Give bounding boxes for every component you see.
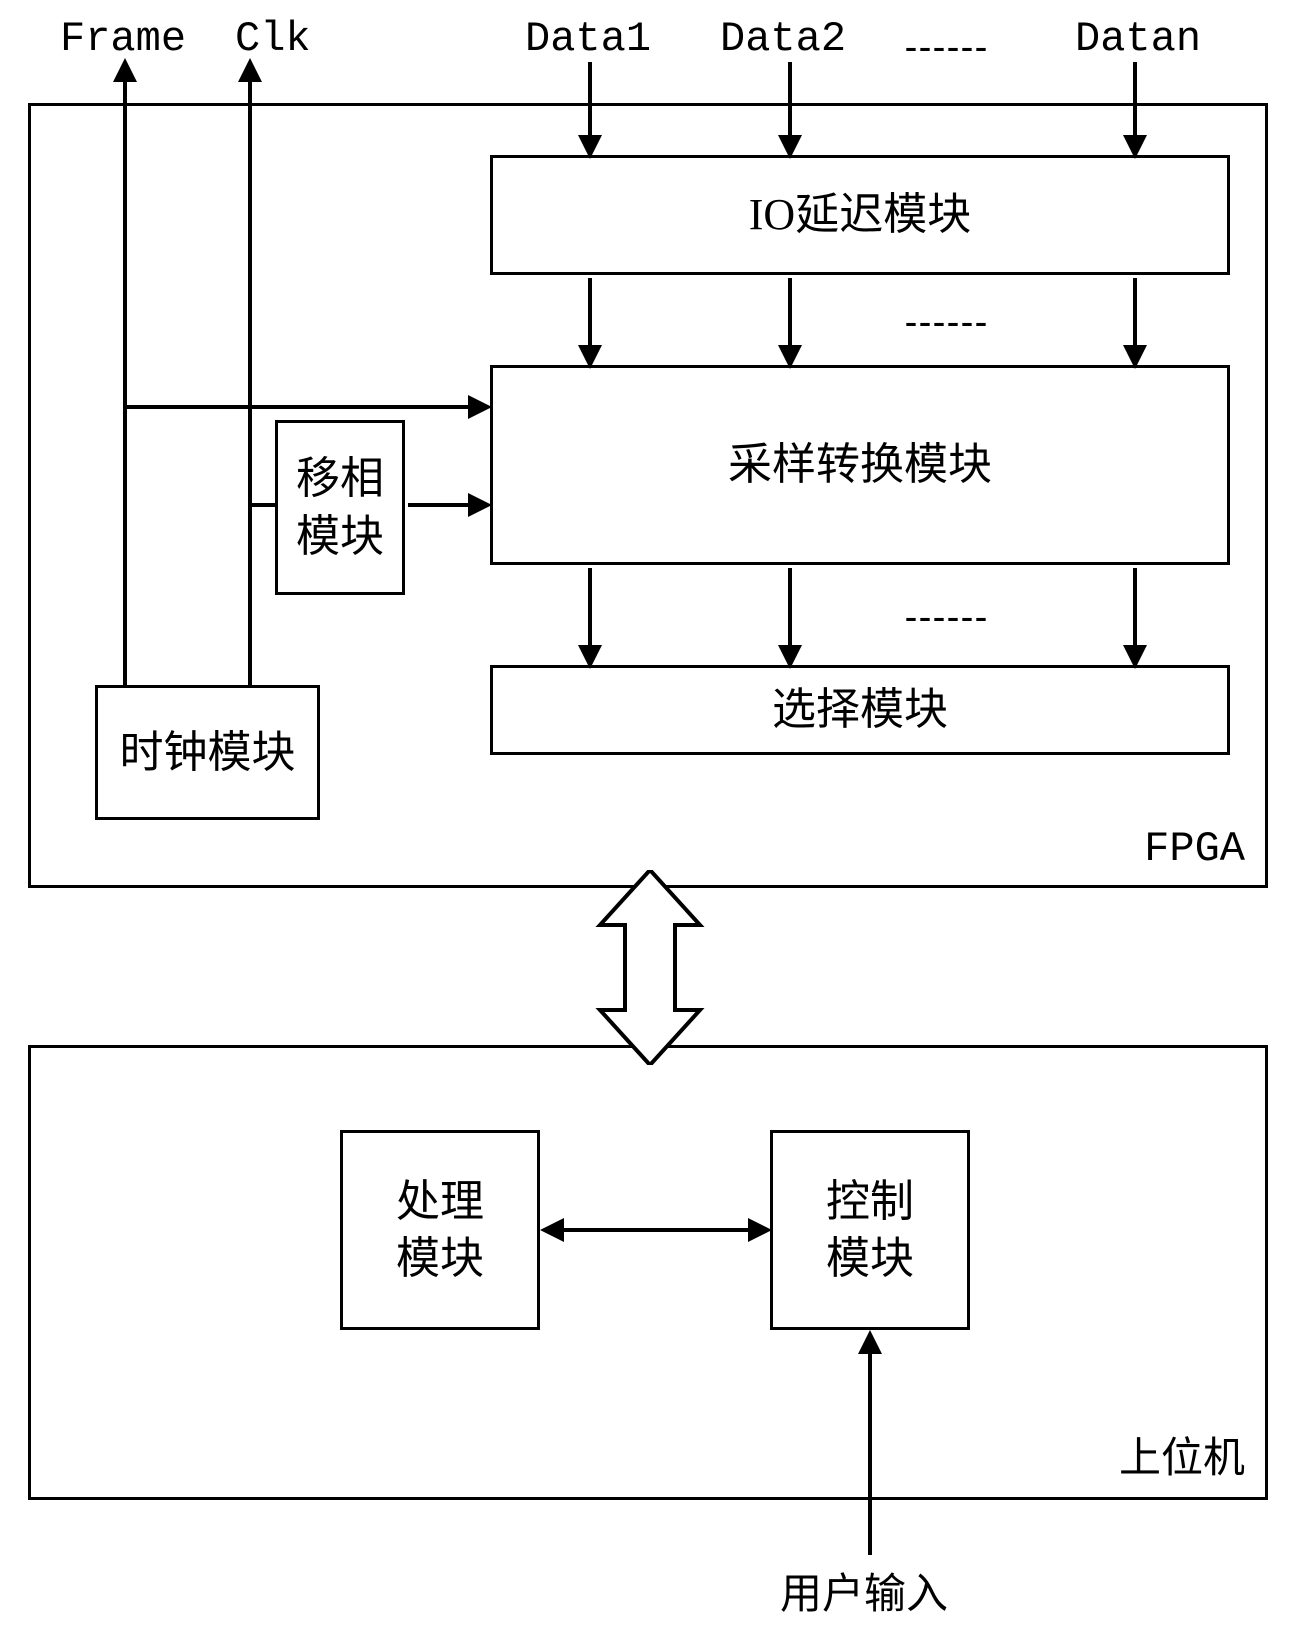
datan-label: Datan	[1075, 15, 1201, 63]
clk-to-phase-line	[250, 503, 278, 507]
host-container: 上位机	[28, 1045, 1268, 1500]
io-delay-module: IO延迟模块	[490, 155, 1230, 275]
proc-ctrl-line	[562, 1228, 750, 1232]
sampling-label: 采样转换模块	[728, 436, 992, 493]
user-input-label: 用户输入	[780, 1560, 948, 1621]
io-samp-head2	[778, 345, 802, 369]
datan-arrow-line	[1133, 62, 1137, 137]
data2-arrow-head	[778, 135, 802, 159]
data1-arrow-head	[578, 135, 602, 159]
frame-label: Frame	[60, 15, 186, 63]
user-input-line	[868, 1350, 872, 1555]
io-samp-head3	[1123, 345, 1147, 369]
datan-arrow-head	[1123, 135, 1147, 159]
host-label: 上位机	[1119, 1424, 1245, 1485]
process-label: 处理 模块	[396, 1173, 484, 1287]
frame-arrow-head	[113, 58, 137, 82]
data1-label: Data1	[525, 15, 651, 63]
io-samp-dashes: ------	[905, 300, 989, 342]
frame-to-samp-head	[468, 395, 492, 419]
samp-sel-dashes: ------	[905, 595, 989, 637]
io-delay-label: IO延迟模块	[749, 186, 971, 243]
control-module: 控制 模块	[770, 1130, 970, 1330]
phase-shift-label: 移相 模块	[296, 450, 384, 564]
io-samp-line1	[588, 278, 592, 348]
samp-sel-head3	[1123, 645, 1147, 669]
data1-arrow-line	[588, 62, 592, 137]
proc-ctrl-head-l	[540, 1218, 564, 1242]
data2-arrow-line	[788, 62, 792, 137]
io-samp-line3	[1133, 278, 1137, 348]
io-samp-line2	[788, 278, 792, 348]
clock-label: 时钟模块	[120, 724, 296, 781]
io-samp-head1	[578, 345, 602, 369]
user-input-head	[858, 1330, 882, 1354]
samp-sel-line3	[1133, 568, 1137, 648]
samp-sel-line2	[788, 568, 792, 648]
frame-to-samp-line	[125, 405, 470, 409]
fpga-host-double-arrow	[580, 870, 720, 1065]
clk-arrow-head	[238, 58, 262, 82]
select-module: 选择模块	[490, 665, 1230, 755]
samp-sel-line1	[588, 568, 592, 648]
clk-label: Clk	[235, 15, 311, 63]
select-label: 选择模块	[772, 681, 948, 738]
frame-arrow-line	[123, 78, 127, 688]
fpga-label: FPGA	[1144, 825, 1245, 873]
control-label: 控制 模块	[826, 1173, 914, 1287]
phase-shift-module: 移相 模块	[275, 420, 405, 595]
samp-sel-head1	[578, 645, 602, 669]
clk-arrow-line	[248, 78, 252, 688]
proc-ctrl-head-r	[748, 1218, 772, 1242]
sampling-module: 采样转换模块	[490, 365, 1230, 565]
data2-label: Data2	[720, 15, 846, 63]
top-dashes: ------	[905, 25, 989, 67]
clock-module: 时钟模块	[95, 685, 320, 820]
samp-sel-head2	[778, 645, 802, 669]
phase-to-samp-line	[408, 503, 470, 507]
phase-to-samp-head	[468, 493, 492, 517]
process-module: 处理 模块	[340, 1130, 540, 1330]
